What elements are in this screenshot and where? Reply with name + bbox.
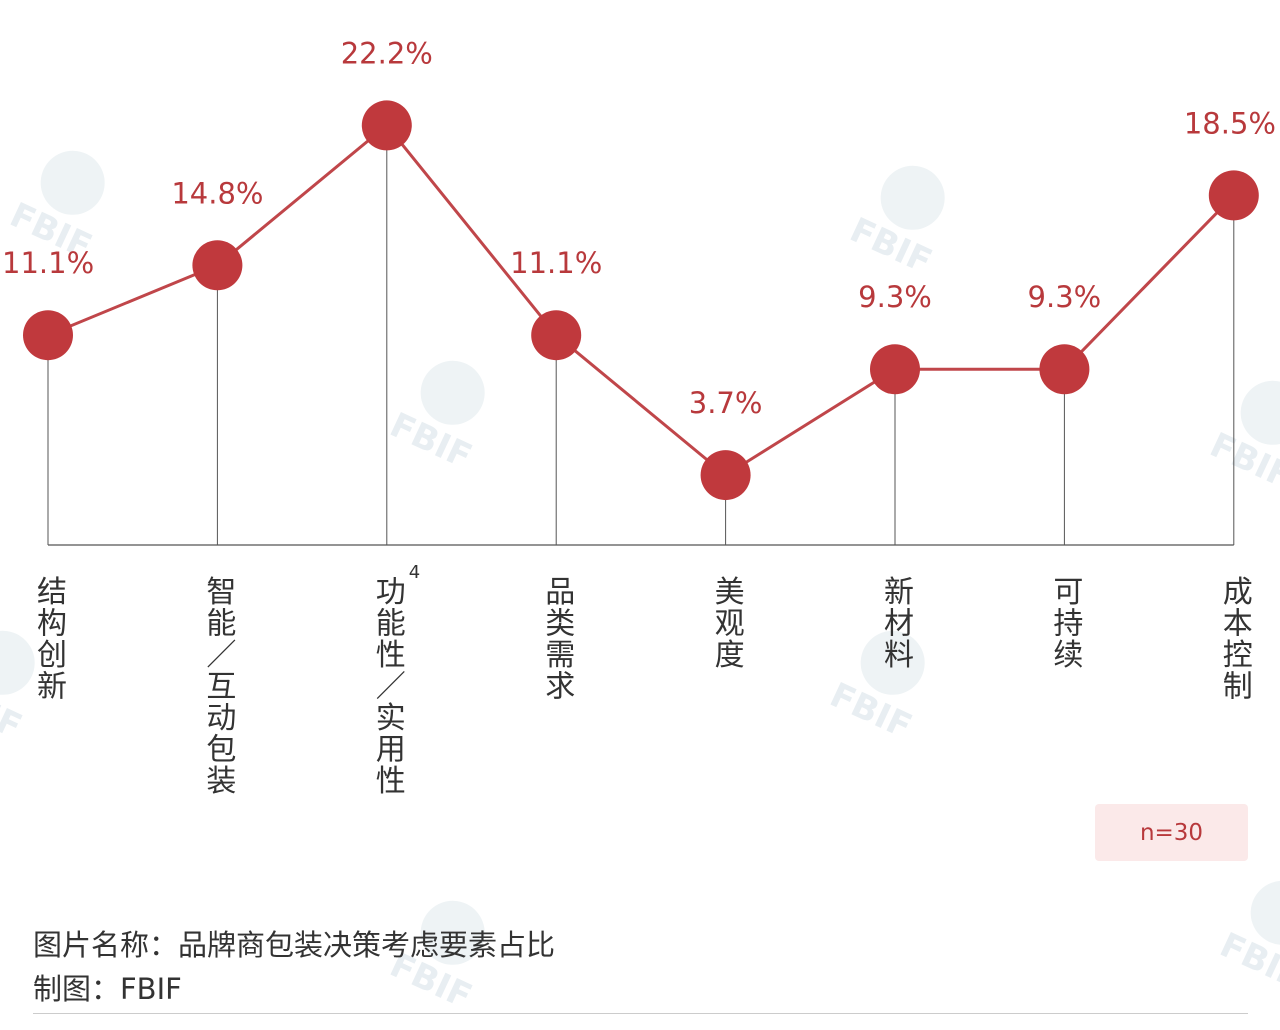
plot-area: 11.1% 14.8% 22.2% 11.1% 3.7% 9.3% 9.3% 18.5% 结构创…	[2, 36, 1276, 799]
category-char: 装	[206, 764, 236, 799]
category-char: 智	[206, 575, 236, 610]
fbif-logo-icon	[860, 630, 925, 695]
category-char: 性	[376, 764, 406, 799]
figure-caption-title: 图片名称：品牌商包装决策考虑要素占比	[33, 928, 556, 962]
category-char: 观	[715, 607, 745, 642]
category-char: 料	[884, 638, 914, 673]
category-char: ／	[206, 638, 236, 673]
category-label-6: 新材料	[884, 575, 914, 673]
category-char: 互	[206, 670, 236, 705]
category-char: 功	[376, 575, 406, 610]
category-char: 动	[206, 701, 236, 736]
category-char: 实	[376, 701, 406, 736]
category-char: 新	[37, 670, 67, 705]
fbif-logo-icon	[40, 150, 105, 215]
category-char: 构	[37, 607, 67, 642]
category-char: 需	[545, 638, 575, 673]
category-char: 可	[1053, 575, 1083, 610]
footnote-marker: 4	[409, 562, 420, 583]
category-char: 续	[1053, 638, 1083, 673]
data-point-3	[361, 100, 412, 151]
category-char: 成	[1223, 575, 1253, 610]
category-char: 类	[545, 607, 575, 642]
category-label-7: 可持续	[1053, 575, 1083, 673]
fbif-logo-icon	[1240, 380, 1280, 445]
data-point-5	[700, 450, 751, 501]
category-label-5: 美观度	[715, 575, 745, 673]
category-char: 新	[884, 575, 914, 610]
data-label-4: 11.1%	[510, 246, 602, 280]
watermark-4: FBIF	[1204, 380, 1280, 497]
category-char: 控	[1223, 638, 1253, 673]
fbif-logo-icon	[420, 900, 485, 965]
data-point-1	[23, 310, 73, 361]
fbif-logo-icon	[420, 360, 485, 425]
category-char: 包	[206, 733, 236, 768]
category-char: 制	[1223, 670, 1253, 705]
data-label-1: 11.1%	[2, 246, 94, 280]
data-point-7	[1039, 344, 1090, 395]
category-char: 材	[884, 607, 914, 642]
category-char: 品	[545, 575, 575, 610]
category-char: 用	[376, 733, 406, 768]
category-char: 美	[715, 575, 745, 610]
fbif-logo-icon	[880, 165, 945, 230]
category-char: 度	[715, 638, 745, 673]
category-char: 性	[376, 638, 406, 673]
data-point-2	[192, 240, 243, 291]
bottom-divider	[33, 1013, 1248, 1014]
data-label-5: 3.7%	[689, 386, 763, 420]
category-char: 求	[545, 670, 575, 705]
category-char: ／	[376, 670, 406, 705]
data-label-3: 22.2%	[341, 36, 433, 70]
sample-size-badge: n=30	[1095, 804, 1248, 861]
category-char: 能	[376, 607, 406, 642]
watermark-3: FBIF	[384, 360, 485, 477]
category-char: 本	[1223, 607, 1253, 642]
watermark-2: FBIF	[844, 165, 945, 282]
data-point-6	[870, 344, 920, 395]
category-char: 能	[206, 607, 236, 642]
watermark-8: FBIF	[1214, 880, 1280, 997]
fbif-logo-icon	[1250, 880, 1280, 945]
data-label-7: 9.3%	[1028, 280, 1102, 314]
category-char: 结	[37, 575, 67, 610]
category-char: 持	[1053, 607, 1083, 642]
fbif-logo-icon	[0, 630, 35, 695]
data-label-6: 9.3%	[858, 280, 932, 314]
data-label-8: 18.5%	[1184, 106, 1276, 140]
figure-caption-source: 制图：FBIF	[33, 972, 182, 1006]
data-label-2: 14.8%	[171, 176, 263, 210]
data-point-4	[531, 310, 582, 361]
data-point-8	[1208, 170, 1259, 221]
category-char: 创	[37, 638, 67, 673]
series-line	[47, 123, 1235, 477]
